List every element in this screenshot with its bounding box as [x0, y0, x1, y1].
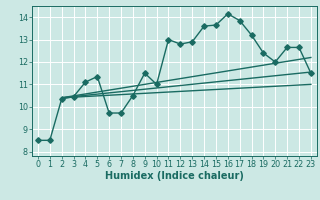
X-axis label: Humidex (Indice chaleur): Humidex (Indice chaleur): [105, 171, 244, 181]
